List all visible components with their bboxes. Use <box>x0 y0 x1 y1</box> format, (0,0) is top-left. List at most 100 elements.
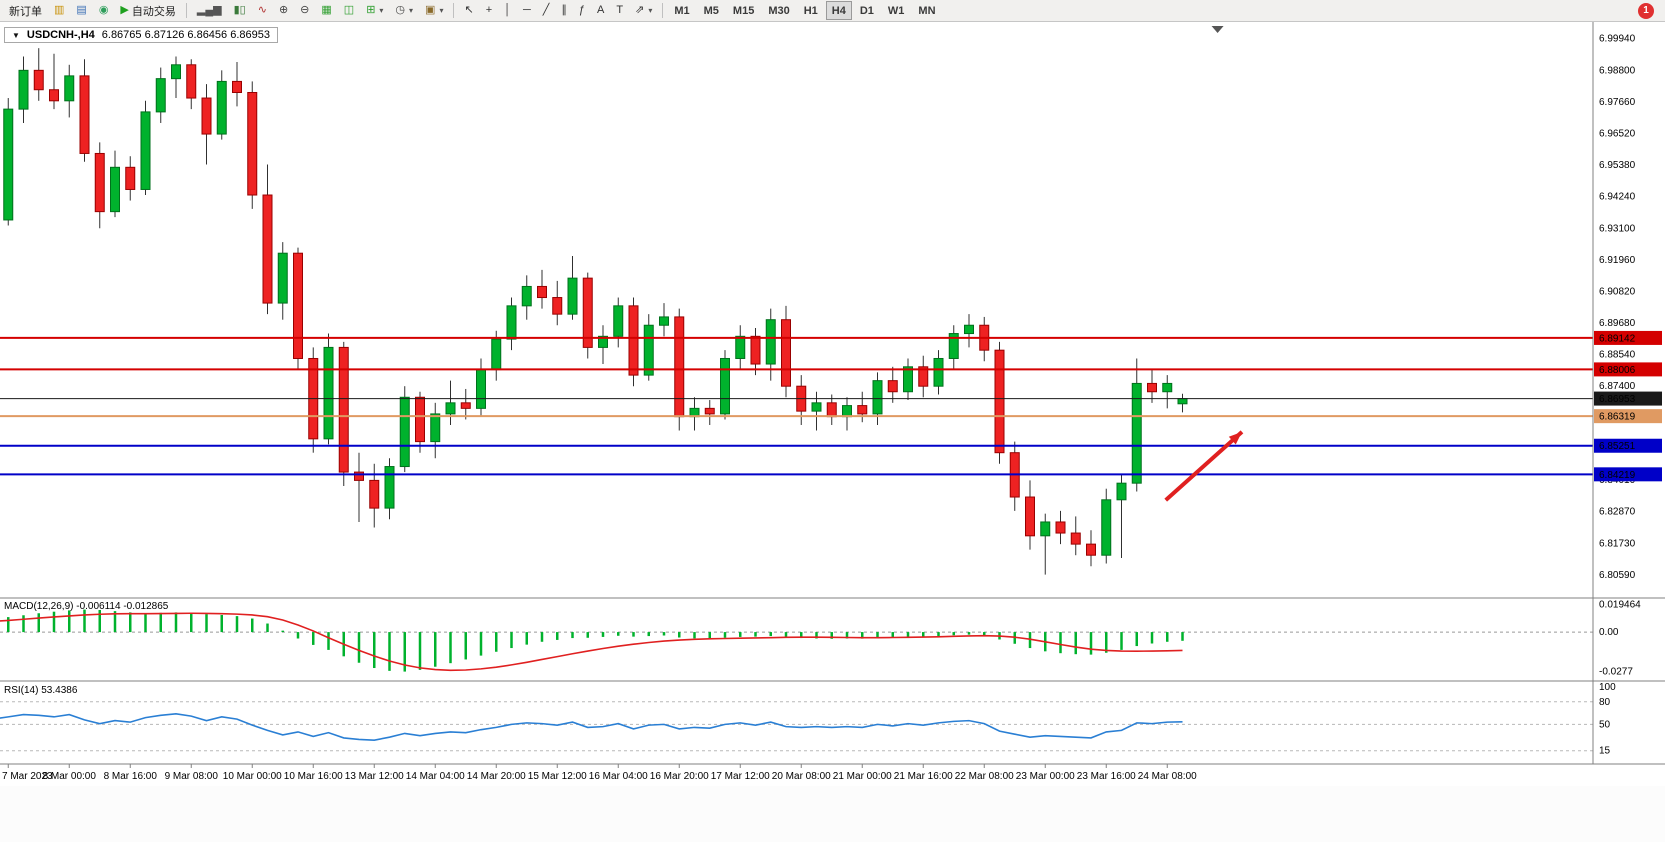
bearish-candle <box>415 396 425 443</box>
bar-chart-icon: ▂▄▆ <box>196 4 222 16</box>
bullish-candle <box>445 402 456 415</box>
time-axis-label: 13 Mar 12:00 <box>345 771 404 782</box>
period-button[interactable]: ◷ ▾ <box>390 1 418 20</box>
timeframe-m5-button-label: M5 <box>703 4 719 17</box>
bearish-candle <box>369 479 380 509</box>
bullish-candle <box>110 166 120 213</box>
chart-title-box[interactable]: ▼ USDCNH-,H4 6.86765 6.87126 6.86456 6.8… <box>4 27 278 43</box>
time-axis-label: 21 Mar 16:00 <box>894 771 953 782</box>
rsi-scale-label: 15 <box>1599 746 1611 757</box>
new-order-button[interactable]: 新订单 <box>4 1 47 20</box>
time-axis-label: 20 Mar 08:00 <box>772 771 831 782</box>
crosshair-button[interactable]: + <box>481 1 497 20</box>
bullish-candle <box>323 346 334 440</box>
cursor-button[interactable]: ↖ <box>459 1 478 20</box>
price-badge-label: 6.88006 <box>1599 365 1636 376</box>
time-axis-label: 10 Mar 16:00 <box>284 771 343 782</box>
horizontal-line-button[interactable]: ─ <box>518 1 536 20</box>
toolbar-separator <box>185 3 187 18</box>
price-axis-label: 6.94240 <box>1599 192 1636 203</box>
bullish-candle <box>720 357 730 415</box>
zoom-in-icon: ⊕ <box>278 4 289 16</box>
tile-windows-button[interactable]: ▦ <box>316 1 336 20</box>
chart-collapse-icon[interactable]: ▼ <box>12 30 20 40</box>
timeframe-d1-button[interactable]: D1 <box>854 1 880 20</box>
time-axis-label: 23 Mar 00:00 <box>1016 771 1075 782</box>
timeframe-h4-button-label: H4 <box>831 4 846 17</box>
chart-canvas[interactable]: 6.99940 6.98800 6.97660 6.96520 6.95380 6.942… <box>0 22 1665 786</box>
bullish-candle <box>1116 482 1127 501</box>
zoom-in-button[interactable]: ⊕ <box>274 1 293 20</box>
timeframe-w1-button[interactable]: W1 <box>882 1 911 20</box>
bearish-candle <box>994 349 1005 454</box>
bullish-candle <box>430 413 441 443</box>
bullish-candle <box>476 369 486 409</box>
vertical-line-button[interactable]: │ <box>499 1 516 20</box>
zoom-out-icon: ⊖ <box>300 4 310 16</box>
community-icon: ◉ <box>98 4 109 16</box>
market-watch-button[interactable]: ▥ <box>49 1 69 20</box>
timeframe-h1-button-label: H1 <box>803 4 818 17</box>
timeframe-m30-button-label: M30 <box>768 4 790 17</box>
chart-shift-marker[interactable] <box>1211 26 1224 33</box>
price-axis-label: 6.95380 <box>1599 160 1636 171</box>
bullish-candle <box>216 80 227 135</box>
navigator-button[interactable]: ▤ <box>71 1 91 20</box>
time-scale[interactable] <box>0 764 1665 786</box>
bearish-candle <box>918 366 929 387</box>
bearish-candle <box>537 285 547 299</box>
toolbar-groups: 新订单 ▥ ▤ ◉ ▶ 自动交易 ▂▄▆ ▮▯ ∿ ⊕ ⊖ ▦ ◫ ⊞ ▾ ◷ ▾ ▣ ▾ ↖ + │ ─ ╱ ∥ ƒ A T ⇗ ▾ M1… <box>3 0 943 22</box>
new-chart-icon: ⊞ <box>366 4 376 16</box>
rsi-scale-label: 80 <box>1599 697 1611 708</box>
text-button[interactable]: A <box>592 1 609 20</box>
trendline-icon: ╱ <box>542 4 550 16</box>
price-axis-label: 6.82870 <box>1599 507 1636 518</box>
time-axis-label: 21 Mar 00:00 <box>833 771 892 782</box>
autotrading-icon: ▶ <box>120 4 129 16</box>
templates-button[interactable]: ▣ ▾ <box>420 1 448 20</box>
bearish-candle <box>1070 532 1081 545</box>
candlestick-chart-button[interactable]: ▮▯ <box>229 1 251 20</box>
timeframe-h1-button[interactable]: H1 <box>798 1 824 20</box>
rsi-line <box>0 713 1183 741</box>
zoom-out-button[interactable]: ⊖ <box>295 1 314 20</box>
text-icon: A <box>597 4 605 16</box>
toolbar-separator <box>662 3 664 18</box>
text-label-button[interactable]: T <box>611 1 628 20</box>
timeframe-m1-button[interactable]: M1 <box>668 1 695 20</box>
bar-chart-button[interactable]: ▂▄▆ <box>192 1 227 20</box>
autotrading-button[interactable]: ▶ 自动交易 <box>115 1 180 20</box>
timeframe-m5-button[interactable]: M5 <box>698 1 725 20</box>
trendline-button[interactable]: ╱ <box>538 1 555 20</box>
fibonacci-icon: ƒ <box>578 4 586 16</box>
community-button[interactable]: ◉ <box>94 1 114 20</box>
timeframe-mn-button-label: MN <box>918 4 936 17</box>
bullish-candle <box>506 305 517 340</box>
channel-icon: ∥ <box>561 4 567 16</box>
price-badge-6.85251 <box>1594 438 1662 453</box>
market-watch-icon: ▥ <box>54 4 65 16</box>
price-axis-label: 6.80590 <box>1599 570 1636 581</box>
price-axis-label: 6.89680 <box>1599 318 1636 329</box>
price-axis-label: 6.81730 <box>1599 538 1636 549</box>
timeframe-m30-button[interactable]: M30 <box>762 1 795 20</box>
timeframe-mn-button[interactable]: MN <box>912 1 941 20</box>
alerts-badge[interactable]: 1 <box>1638 2 1654 19</box>
bearish-candle <box>79 75 90 154</box>
crosshair-icon: + <box>485 4 493 16</box>
bullish-candle <box>3 108 14 221</box>
time-axis-label: 7 Mar 2023 <box>2 771 53 782</box>
timeframe-h4-button[interactable]: H4 <box>825 1 852 20</box>
channel-button[interactable]: ∥ <box>556 1 572 20</box>
line-chart-button[interactable]: ∿ <box>253 1 272 20</box>
price-axis-label: 6.96520 <box>1599 129 1636 140</box>
bullish-candle <box>811 402 822 412</box>
arrow-annotation[interactable] <box>1164 430 1244 502</box>
arrows-button[interactable]: ⇗ ▾ <box>630 1 657 20</box>
bearish-candle <box>826 402 837 418</box>
timeframe-m15-button[interactable]: M15 <box>727 1 760 20</box>
fibonacci-button[interactable]: ƒ <box>574 1 590 20</box>
new-chart-button[interactable]: ⊞ ▾ <box>361 1 388 20</box>
auto-arrange-button[interactable]: ◫ <box>339 1 359 20</box>
time-axis-label: 14 Mar 20:00 <box>467 771 526 782</box>
